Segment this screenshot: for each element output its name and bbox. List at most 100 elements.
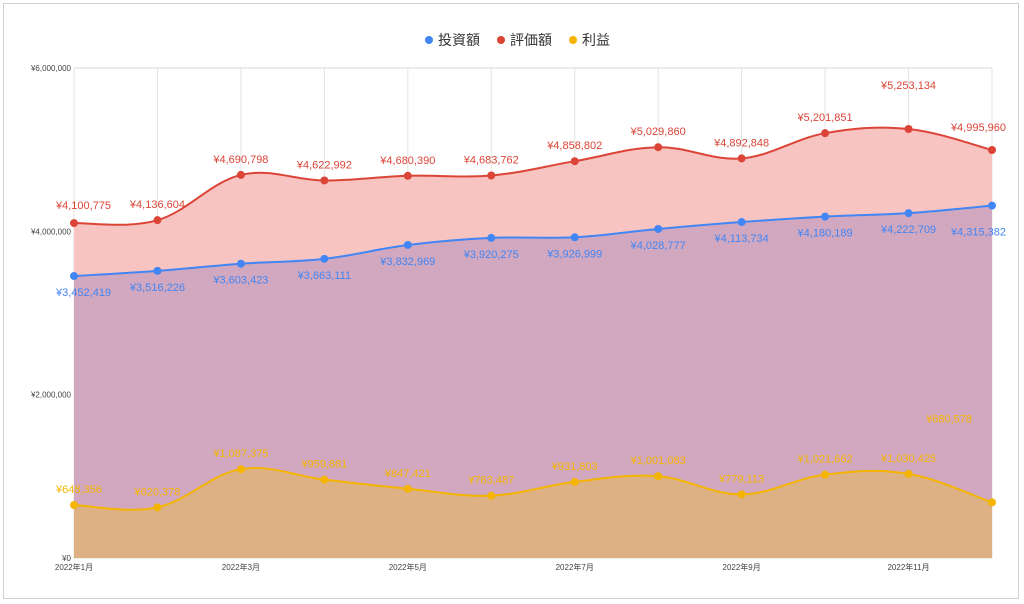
data-label-評価額: ¥4,995,960 — [950, 122, 1006, 134]
data-point-利益 — [70, 501, 78, 510]
data-label-評価額: ¥5,253,134 — [880, 80, 936, 92]
data-point-評価額 — [487, 171, 496, 180]
data-point-評価額 — [737, 154, 746, 163]
data-point-評価額 — [403, 171, 412, 180]
data-labels: ¥3,452,419 ¥3,516,226 ¥3,603,423 ¥3,663,111… — [55, 80, 1006, 498]
data-label-投資額: ¥3,832,969 — [379, 256, 435, 268]
series-line-投資額 — [73, 204, 993, 278]
data-point-評価額 — [988, 145, 996, 154]
legend: 投資額 評価額 利益 — [425, 32, 610, 48]
data-label-投資額: ¥3,603,423 — [212, 275, 268, 287]
data-label-利益: ¥763,487 — [467, 475, 514, 487]
data-label-利益: ¥648,356 — [55, 484, 102, 496]
data-label-評価額: ¥4,690,798 — [212, 154, 268, 166]
data-point-投資額 — [821, 212, 830, 221]
data-point-利益 — [236, 465, 245, 474]
data-point-投資額 — [236, 259, 245, 268]
x-tick-label: 2022年9月 — [723, 562, 761, 572]
data-label-利益: ¥680,578 — [925, 413, 972, 425]
data-label-利益: ¥620,378 — [134, 486, 181, 498]
series-line-評価額 — [73, 126, 993, 226]
y-tick-label: ¥0 — [61, 554, 71, 563]
data-point-利益 — [904, 469, 913, 478]
data-point-利益 — [320, 475, 329, 484]
x-tick-label: 2022年5月 — [389, 562, 427, 572]
data-point-評価額 — [904, 124, 913, 133]
legend-marker-利益 — [569, 36, 577, 44]
area-chart: ¥3,452,419 ¥3,516,226 ¥3,603,423 ¥3,663,111… — [30, 32, 1006, 572]
data-label-評価額: ¥4,622,992 — [296, 159, 352, 171]
data-label-利益: ¥1,021,662 — [797, 454, 853, 466]
series-line-利益 — [73, 467, 993, 511]
data-label-評価額: ¥4,680,390 — [379, 155, 435, 167]
data-label-投資額: ¥3,516,226 — [129, 282, 185, 294]
data-label-投資額: ¥4,315,382 — [950, 227, 1006, 239]
data-point-投資額 — [70, 272, 78, 281]
data-label-評価額: ¥4,100,775 — [55, 200, 111, 212]
x-tick-label: 2022年3月 — [222, 562, 260, 572]
y-tick-label: ¥4,000,000 — [30, 227, 72, 236]
data-point-投資額 — [988, 201, 996, 210]
data-label-評価額: ¥4,136,604 — [129, 199, 185, 211]
data-point-利益 — [487, 491, 496, 500]
data-point-投資額 — [654, 224, 663, 233]
data-point-評価額 — [236, 170, 245, 179]
data-label-投資額: ¥4,028,777 — [630, 240, 686, 252]
data-point-利益 — [403, 484, 412, 493]
series-lines — [73, 126, 993, 511]
data-point-利益 — [988, 498, 996, 507]
y-tick-label: ¥6,000,000 — [30, 64, 72, 73]
data-point-利益 — [153, 503, 162, 512]
data-label-利益: ¥959,881 — [300, 459, 347, 471]
legend-marker-評価額 — [497, 36, 505, 44]
data-label-投資額: ¥4,222,709 — [880, 224, 936, 236]
data-points — [70, 124, 996, 512]
data-point-評価額 — [654, 143, 663, 152]
data-label-利益: ¥1,030,425 — [880, 453, 936, 465]
x-tick-label: 2022年1月 — [55, 562, 93, 572]
legend-label-利益: 利益 — [582, 32, 610, 48]
data-point-利益 — [654, 472, 663, 481]
axis-ticks: ¥0 ¥2,000,000 ¥4,000,000 ¥6,000,000 2022年1月 2… — [30, 64, 930, 572]
data-point-評価額 — [821, 129, 830, 138]
legend-label-評価額: 評価額 — [510, 32, 552, 48]
data-point-評価額 — [570, 157, 579, 166]
x-tick-label: 2022年7月 — [556, 562, 594, 572]
data-point-投資額 — [320, 254, 329, 263]
data-label-投資額: ¥4,180,189 — [797, 228, 853, 240]
data-label-利益: ¥1,087,375 — [212, 448, 268, 460]
legend-label-投資額: 投資額 — [438, 32, 480, 48]
area-利益 — [74, 467, 992, 558]
data-label-評価額: ¥4,683,762 — [463, 154, 519, 166]
data-label-評価額: ¥4,858,802 — [546, 140, 602, 152]
area-fills — [74, 127, 992, 559]
data-point-投資額 — [403, 240, 412, 249]
data-label-利益: ¥779,113 — [718, 473, 764, 485]
y-tick-label: ¥2,000,000 — [30, 391, 72, 400]
data-point-評価額 — [70, 219, 78, 228]
data-point-投資額 — [904, 209, 913, 218]
legend-marker-投資額 — [425, 36, 433, 44]
data-label-投資額: ¥3,926,999 — [546, 248, 602, 260]
chart-frame: ¥3,452,419 ¥3,516,226 ¥3,603,423 ¥3,663,111… — [3, 3, 1019, 599]
data-point-利益 — [570, 477, 579, 486]
data-point-投資額 — [570, 233, 579, 242]
data-point-評価額 — [153, 216, 162, 225]
data-point-投資額 — [487, 233, 496, 242]
data-label-評価額: ¥5,029,860 — [630, 126, 686, 138]
data-label-評価額: ¥4,892,848 — [713, 137, 769, 149]
data-point-利益 — [821, 470, 830, 479]
data-point-投資額 — [153, 266, 162, 275]
data-label-利益: ¥1,001,083 — [630, 455, 686, 467]
x-tick-label: 2022年11月 — [887, 562, 929, 572]
data-point-利益 — [737, 490, 746, 499]
data-point-評価額 — [320, 176, 329, 185]
data-label-投資額: ¥4,113,734 — [714, 233, 769, 245]
data-label-利益: ¥931,803 — [551, 461, 598, 473]
data-label-利益: ¥847,421 — [384, 468, 431, 480]
area-投資額 — [74, 205, 992, 558]
data-point-投資額 — [737, 218, 746, 227]
data-label-投資額: ¥3,920,275 — [463, 249, 519, 261]
data-label-投資額: ¥3,452,419 — [55, 287, 111, 299]
data-label-投資額: ¥3,663,111 — [297, 270, 351, 282]
